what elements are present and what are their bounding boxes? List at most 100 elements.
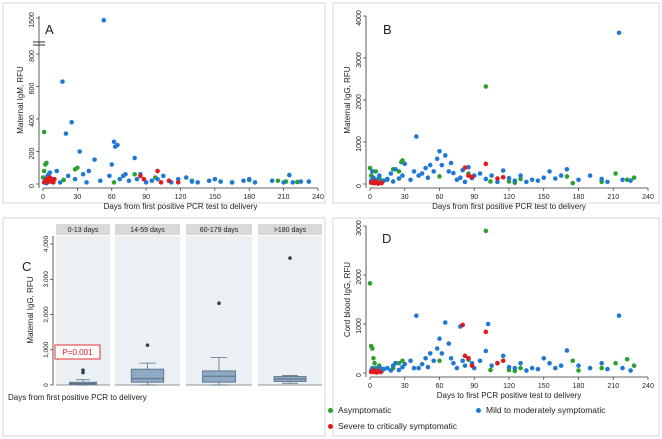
legend-label-mild: Mild to moderately symptomatic [486, 405, 606, 415]
panel-d-point-mild [483, 348, 489, 354]
panel-d-point-mild [605, 366, 610, 372]
panel-b-point-mild [454, 177, 460, 183]
panel-a-point-mild [229, 180, 235, 185]
panel-b-point-asymptomatic [613, 171, 618, 176]
panel-a-point-mild [132, 155, 137, 161]
panel-a-point-asymptomatic [295, 179, 300, 185]
panel-b-letter: B [383, 22, 392, 37]
panel-a-point-mild [155, 176, 160, 182]
panel-b-point-severe [500, 174, 506, 180]
panel-a-y-tick-label: 1500 [29, 12, 36, 28]
panel-b-point-asymptomatic [437, 174, 442, 179]
panel-a-point-mild [218, 179, 223, 184]
panel-a-point-mild [57, 180, 63, 185]
panel-b-point-mild [402, 161, 408, 167]
panel-a-point-mild [117, 176, 123, 182]
panel-d-point-mild [414, 313, 419, 318]
panel-d-point-mild [628, 368, 633, 373]
panel-d-point-severe [378, 369, 383, 375]
panel-d-point-mild [402, 361, 408, 367]
panel-a-x-tick-label: 150 [209, 194, 221, 201]
panel-b-point-mild [477, 171, 483, 176]
panel-d-point-mild [451, 360, 456, 366]
panel-c-outlier [288, 256, 292, 260]
panel-d-point-mild [439, 351, 445, 356]
panel-b-point-mild [393, 167, 398, 172]
panel-c-y-tick-label: 1,000 [43, 341, 50, 358]
panel-b-point-mild [448, 160, 454, 166]
panel-a-point-mild [69, 119, 74, 125]
panel-a-x-tick-label: 90 [142, 194, 150, 201]
panel-a-point-mild [175, 176, 181, 182]
panel-d-point-mild [620, 365, 625, 371]
panel-d-point-mild [541, 356, 547, 361]
panel-c-facet-strip [56, 224, 110, 235]
panel-c-pvalue-box [54, 344, 101, 360]
panel-c-outlier [217, 301, 221, 306]
panel-b-point-mild [446, 169, 452, 174]
panel-a-point-mild [290, 180, 296, 185]
panel-b-point-mild [411, 169, 417, 174]
panel-a-point-mild [47, 170, 53, 175]
panel-a-point-mild [92, 157, 97, 162]
panel-a-point-mild [246, 176, 252, 182]
panel-b-point-mild [416, 173, 421, 178]
legend-label-asymptomatic: Asymptomatic [338, 405, 392, 415]
panel-b-y-tick-label: 2000 [356, 94, 363, 110]
panel-d-y-axis-label: Cord blood IgG, RFU [343, 262, 352, 337]
panel-a-point-asymptomatic [41, 168, 47, 174]
panel-a-point-mild [241, 178, 246, 184]
panel-d-point-mild [408, 358, 413, 364]
panel-c-y-tick-label: 4,000 [43, 235, 50, 252]
panel-b-point-mild [576, 177, 581, 183]
panel-b-x-tick-label: 90 [470, 194, 478, 201]
panel-b-point-mild [376, 173, 382, 178]
panel-c-facet-label: >180 days [274, 227, 307, 234]
panel-b-point-asymptomatic [488, 179, 493, 184]
panel-a-point-mild [123, 171, 128, 177]
panel-d-x-tick-label: 90 [470, 383, 478, 390]
panel-b-y-tick-label: 4000 [356, 10, 363, 26]
panel-a-x-tick-label: 210 [278, 194, 290, 201]
panel-b-point-asymptomatic [396, 169, 402, 174]
panel-d-x-tick-label: 120 [503, 383, 515, 390]
panel-c-facet-label: 60-179 days [200, 227, 239, 234]
panel-d-point-mild [446, 341, 452, 346]
panel-a-point-mild [269, 178, 275, 184]
panel-d-point-mild [518, 360, 523, 366]
panel-d-y-tick-label: 3000 [356, 220, 363, 236]
panel-a-point-asymptomatic [111, 180, 117, 185]
panel-c-y-tick-label: 2,000 [43, 306, 50, 323]
panel-a-point-mild [252, 180, 258, 185]
panel-a-y-tick-label: 0 [29, 184, 36, 188]
panel-b-point-asymptomatic [400, 158, 405, 163]
panel-d-point-mild [385, 365, 390, 371]
panel-b-point-mild [587, 173, 593, 178]
panel-b-point-mild [437, 148, 442, 154]
panel-d-point-mild [434, 346, 440, 351]
panel-b-point-mild [541, 175, 547, 180]
panel-a-point-mild [298, 179, 304, 184]
panel-b-point-asymptomatic [570, 180, 576, 186]
panel-b-x-tick-label: 240 [642, 194, 654, 201]
panel-b-point-mild [388, 171, 394, 176]
panel-d-point-severe [495, 360, 500, 366]
panel-d-point-mild [462, 363, 468, 368]
panel-c-frame [2, 217, 326, 437]
panel-c-facet-background [258, 236, 322, 385]
panel-a-point-mild [115, 142, 120, 148]
panel-d-point-asymptomatic [518, 365, 523, 371]
panel-b-point-mild [385, 176, 390, 182]
panel-b-point-mild [466, 164, 471, 170]
panel-a-point-mild [63, 131, 69, 136]
panel-d-point-mild [381, 366, 387, 372]
panel-a-point-mild [109, 162, 115, 167]
legend-marker-mild [476, 407, 481, 413]
panel-d-point-mild [524, 368, 529, 373]
panel-d-point-mild [599, 360, 604, 366]
panel-a-point-mild [143, 180, 149, 185]
legend-item-severe: Severe to critically symptomatic [328, 421, 457, 431]
panel-c-facet-strip [115, 224, 180, 235]
panel-b-point-mild [390, 179, 396, 184]
